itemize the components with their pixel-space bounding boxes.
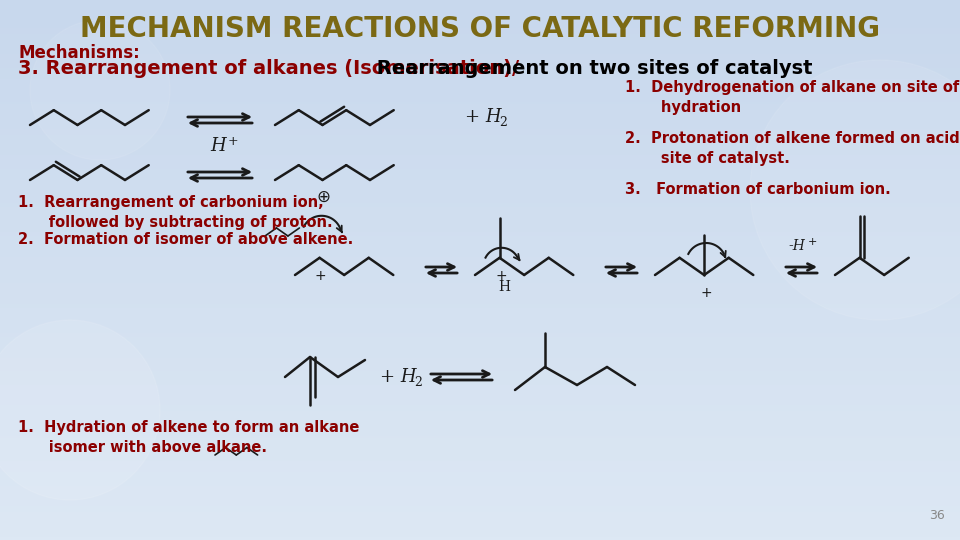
Text: +: + xyxy=(808,237,817,247)
Text: +: + xyxy=(495,269,508,283)
Text: 36: 36 xyxy=(929,509,945,522)
Text: 2.  Formation of isomer of above alkene.: 2. Formation of isomer of above alkene. xyxy=(18,232,353,247)
Circle shape xyxy=(30,20,170,160)
Circle shape xyxy=(750,60,960,320)
Text: -H: -H xyxy=(788,239,805,253)
Text: ⊕: ⊕ xyxy=(317,188,330,206)
Text: Mechanisms:: Mechanisms: xyxy=(18,44,140,62)
Text: +: + xyxy=(701,286,712,300)
Text: 2: 2 xyxy=(499,117,507,130)
Text: +: + xyxy=(228,135,239,148)
Text: + H: + H xyxy=(380,368,417,386)
Text: 3. Rearrangement of alkanes (Isomerisation)/: 3. Rearrangement of alkanes (Isomerisati… xyxy=(18,59,519,78)
Text: 3.   Formation of carbonium ion.: 3. Formation of carbonium ion. xyxy=(625,182,891,197)
Text: Rearrangement on two sites of catalyst: Rearrangement on two sites of catalyst xyxy=(370,59,812,78)
Circle shape xyxy=(0,320,160,500)
Text: +: + xyxy=(315,269,326,283)
Text: H: H xyxy=(498,280,511,294)
Text: MECHANISM REACTIONS OF CATALYTIC REFORMING: MECHANISM REACTIONS OF CATALYTIC REFORMI… xyxy=(80,15,880,43)
Text: 2.  Protonation of alkene formed on acidic
       site of catalyst.: 2. Protonation of alkene formed on acidi… xyxy=(625,131,960,166)
Text: 1.  Hydration of alkene to form an alkane
      isomer with above alkane.: 1. Hydration of alkene to form an alkane… xyxy=(18,420,359,455)
Text: 1.  Rearrangement of carbonium ion,
      followed by subtracting of proton.: 1. Rearrangement of carbonium ion, follo… xyxy=(18,195,332,230)
Text: 2: 2 xyxy=(414,376,421,389)
Text: H: H xyxy=(210,137,226,155)
Text: + H: + H xyxy=(465,108,502,126)
Text: 1.  Dehydrogenation of alkane on site of
       hydration: 1. Dehydrogenation of alkane on site of … xyxy=(625,80,959,115)
